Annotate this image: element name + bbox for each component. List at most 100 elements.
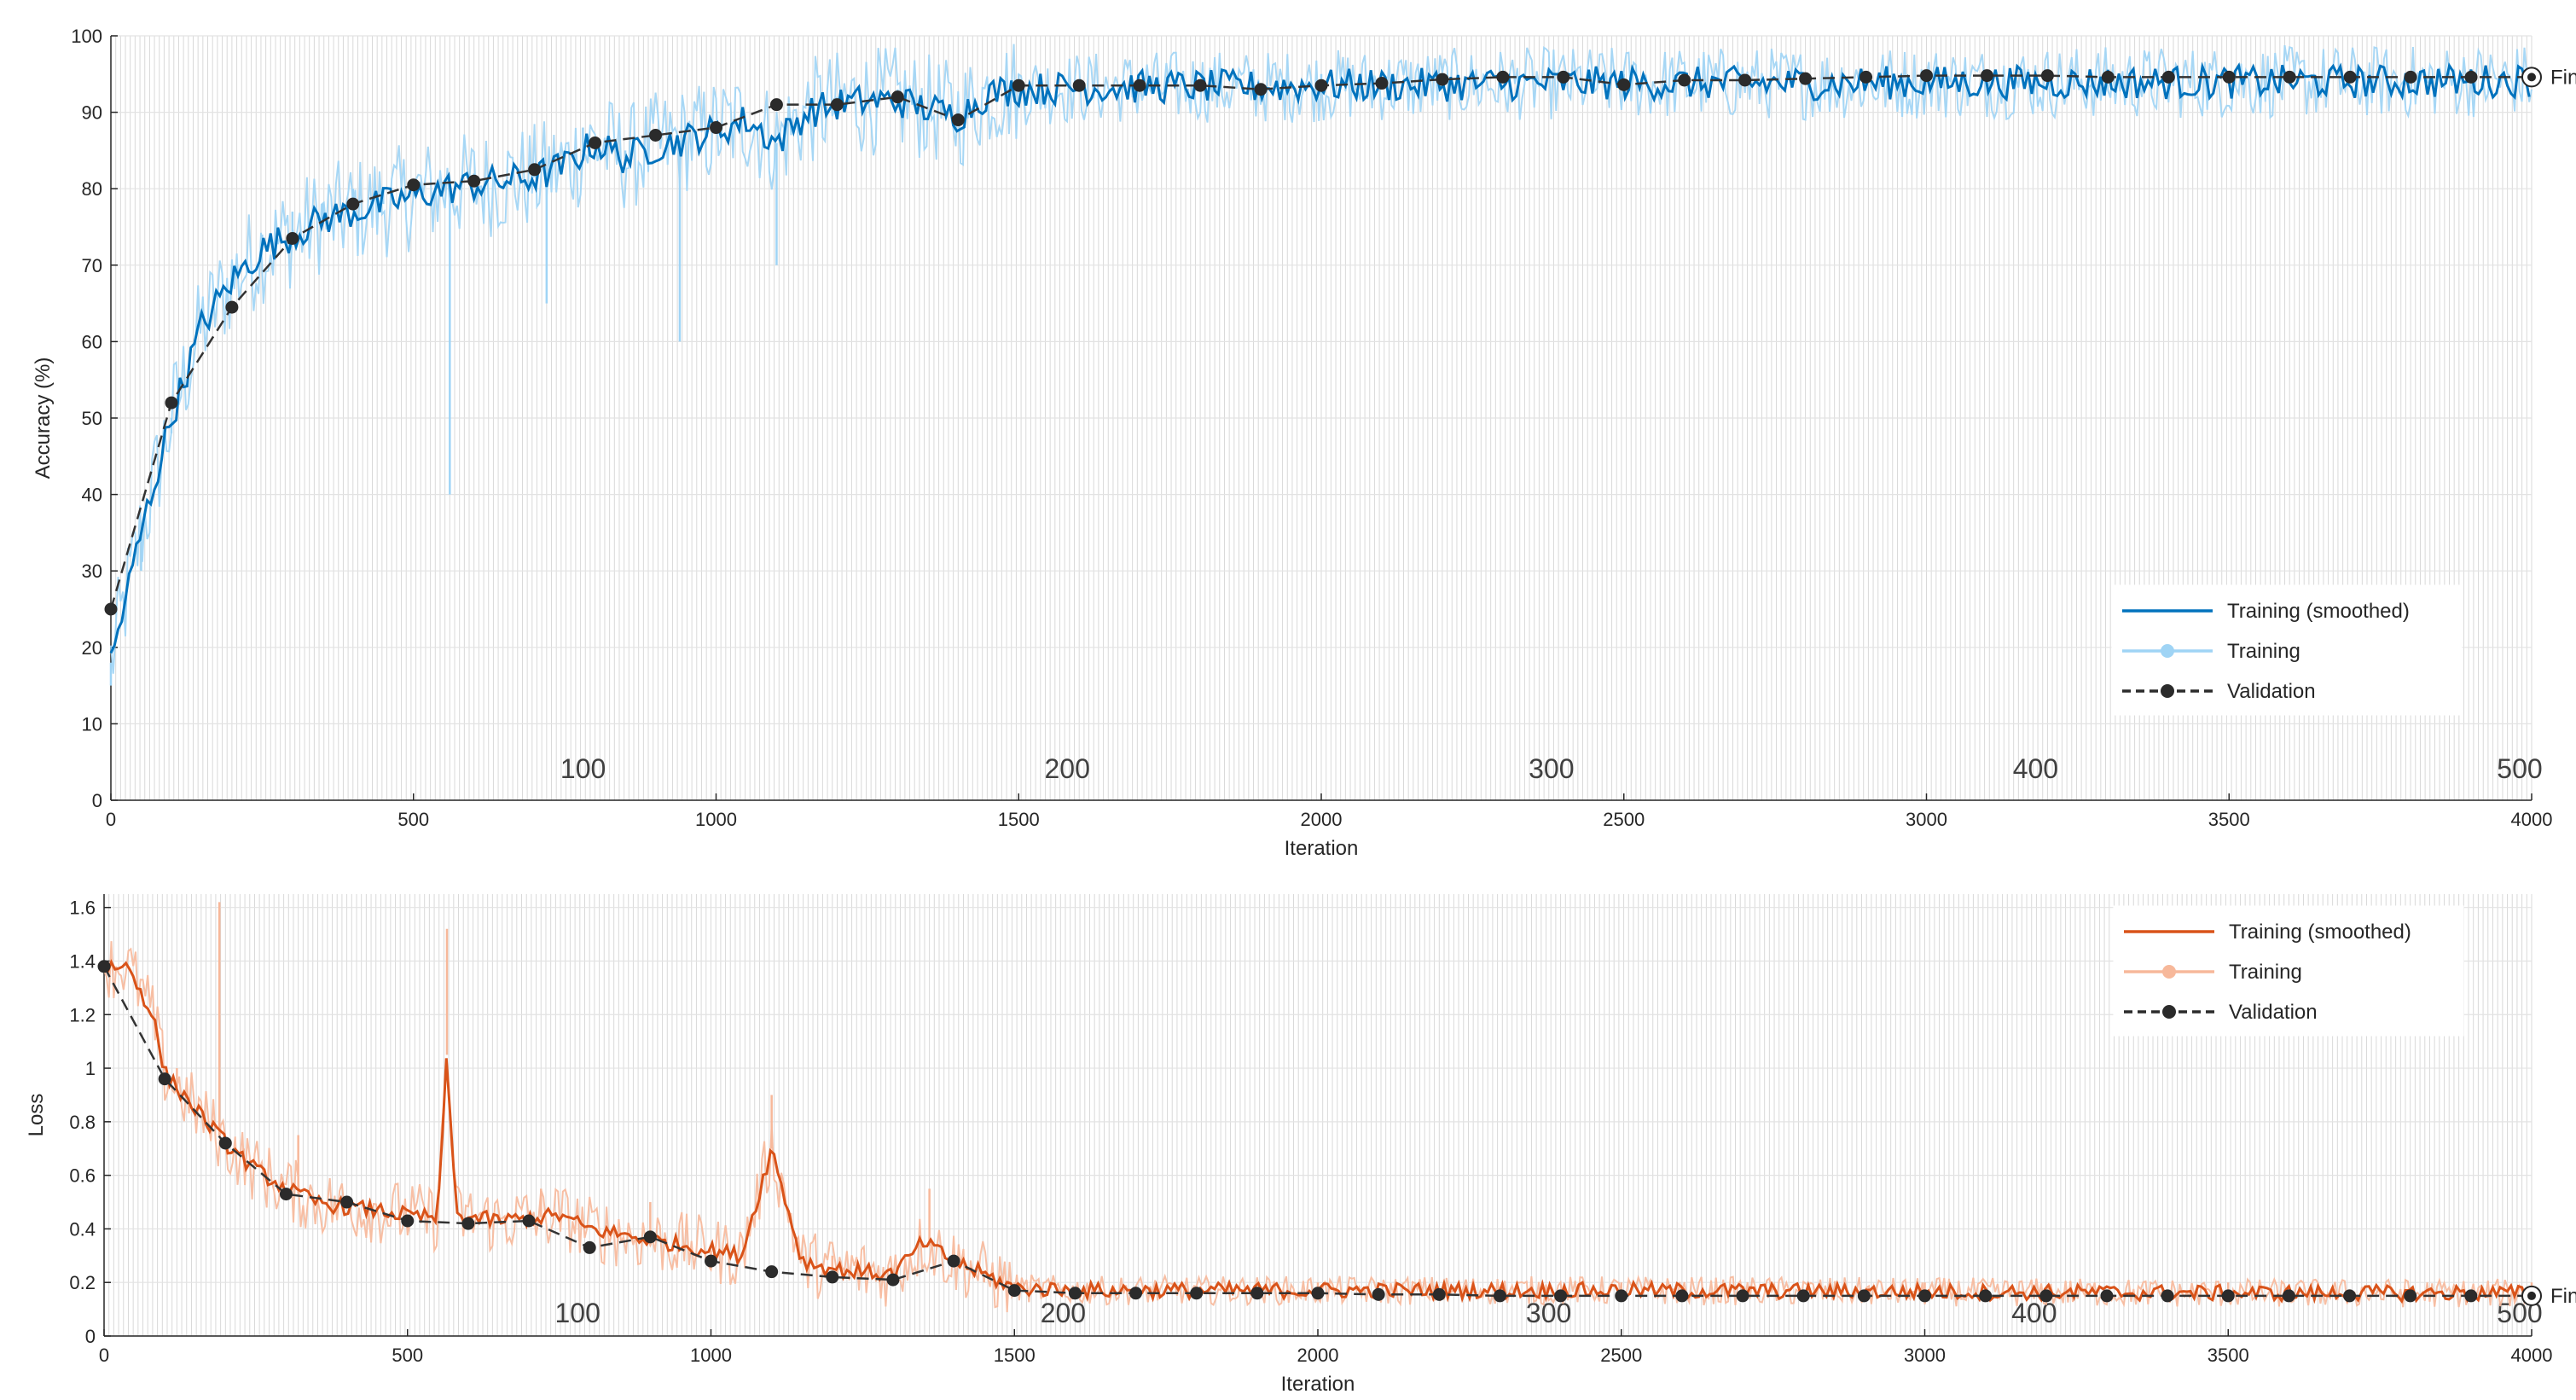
x-tick-label: 2000 bbox=[1301, 809, 1343, 830]
validation-point bbox=[165, 396, 178, 410]
x-tick-label: 1500 bbox=[998, 809, 1040, 830]
validation-point bbox=[1980, 69, 1993, 83]
validation-point bbox=[528, 163, 542, 177]
validation-point bbox=[1193, 78, 1207, 92]
validation-point bbox=[1250, 1287, 1264, 1300]
legend-entry-training-marker bbox=[2162, 965, 2176, 979]
y-tick-label: 0.4 bbox=[69, 1218, 96, 1240]
validation-point bbox=[225, 300, 239, 314]
x-axis-label: Iteration bbox=[1285, 837, 1359, 860]
validation-point bbox=[2100, 1289, 2114, 1303]
legend-entry-validation-marker bbox=[2161, 684, 2174, 698]
y-tick-label: 60 bbox=[82, 331, 102, 352]
validation-point bbox=[279, 1188, 293, 1201]
legend-entry-training-marker bbox=[2161, 644, 2174, 658]
validation-point bbox=[1133, 78, 1146, 92]
y-tick-label: 0.8 bbox=[69, 1112, 96, 1133]
y-tick-label: 40 bbox=[82, 485, 102, 506]
epoch-label: 400 bbox=[2013, 753, 2058, 784]
x-tick-label: 4000 bbox=[2511, 809, 2553, 830]
legend-entry-validation-label: Validation bbox=[2227, 680, 2316, 703]
validation-point bbox=[886, 1273, 900, 1287]
validation-point bbox=[158, 1072, 171, 1086]
x-tick-label: 1500 bbox=[994, 1345, 1036, 1366]
validation-point bbox=[1254, 83, 1268, 96]
x-axis-label: Iteration bbox=[1281, 1373, 1355, 1396]
y-tick-label: 0.6 bbox=[69, 1165, 96, 1187]
validation-point bbox=[2404, 1289, 2417, 1303]
validation-point bbox=[461, 1217, 475, 1230]
x-tick-label: 2500 bbox=[1600, 1345, 1642, 1366]
x-tick-label: 500 bbox=[397, 809, 429, 830]
y-axis-label: Loss bbox=[25, 1094, 48, 1137]
x-tick-label: 3500 bbox=[2208, 1345, 2249, 1366]
validation-point bbox=[2222, 70, 2236, 84]
x-tick-label: 4000 bbox=[2511, 1345, 2553, 1366]
y-tick-label: 0 bbox=[92, 790, 102, 811]
validation-point bbox=[467, 174, 481, 188]
validation-point bbox=[522, 1214, 536, 1228]
y-tick-label: 1.6 bbox=[69, 898, 96, 919]
validation-point bbox=[1615, 1289, 1628, 1303]
x-tick-label: 0 bbox=[106, 809, 116, 830]
validation-point bbox=[765, 1265, 779, 1279]
legend-entry-training-label: Training bbox=[2229, 961, 2302, 984]
validation-point bbox=[2282, 1289, 2295, 1303]
validation-point bbox=[1554, 1289, 1568, 1303]
legend-entry-training-smoothed-label: Training (smoothed) bbox=[2227, 600, 2410, 623]
y-tick-label: 100 bbox=[71, 26, 102, 47]
x-tick-label: 2500 bbox=[1603, 809, 1645, 830]
validation-point bbox=[1859, 70, 1873, 84]
validation-point bbox=[1072, 78, 1086, 92]
y-tick-label: 10 bbox=[82, 713, 102, 735]
validation-point bbox=[2040, 69, 2054, 83]
accuracy-panel: 0 500 1000 1500 2000 2500 3000 3500 4000 0 10 20 30 4… bbox=[32, 26, 2576, 860]
validation-point bbox=[1190, 1287, 1204, 1300]
y-tick-label: 20 bbox=[82, 637, 102, 659]
legend-entry-training-label: Training bbox=[2227, 640, 2300, 663]
validation-point bbox=[947, 1254, 960, 1268]
y-tick-label: 50 bbox=[82, 408, 102, 429]
epoch-label: 100 bbox=[555, 1298, 600, 1328]
validation-point bbox=[1493, 1289, 1506, 1303]
validation-point bbox=[769, 98, 783, 112]
validation-point bbox=[2161, 1289, 2174, 1303]
y-axis-label: Accuracy (%) bbox=[32, 357, 55, 479]
y-tick-label: 30 bbox=[82, 561, 102, 582]
validation-point bbox=[1129, 1287, 1143, 1300]
validation-point bbox=[710, 121, 722, 135]
validation-point bbox=[643, 1230, 657, 1244]
validation-point bbox=[346, 197, 360, 211]
validation-point bbox=[401, 1214, 415, 1228]
epoch-label: 100 bbox=[560, 753, 606, 784]
epoch-label: 200 bbox=[1041, 1298, 1086, 1328]
validation-point bbox=[2343, 1289, 2357, 1303]
x-tick-label: 3000 bbox=[1904, 1345, 1946, 1366]
validation-point bbox=[2404, 70, 2417, 84]
validation-point bbox=[286, 231, 299, 245]
validation-point bbox=[1617, 78, 1631, 91]
validation-point bbox=[1372, 1287, 1385, 1301]
x-tick-label: 1000 bbox=[690, 1345, 732, 1366]
validation-point bbox=[1496, 70, 1510, 84]
epoch-label: 300 bbox=[1526, 1298, 1571, 1328]
validation-point bbox=[218, 1136, 232, 1150]
y-tick-label: 1.4 bbox=[69, 950, 96, 972]
validation-point bbox=[97, 960, 111, 973]
validation-point bbox=[1979, 1289, 1993, 1303]
x-tick-label: 2000 bbox=[1297, 1345, 1339, 1366]
validation-point bbox=[649, 128, 663, 142]
validation-point bbox=[1375, 77, 1389, 90]
validation-point bbox=[1678, 73, 1691, 87]
validation-point bbox=[1068, 1287, 1082, 1300]
validation-point bbox=[407, 178, 421, 192]
validation-point bbox=[2464, 1289, 2478, 1303]
y-tick-label: 0.2 bbox=[69, 1272, 96, 1293]
validation-point bbox=[826, 1270, 839, 1284]
validation-point bbox=[340, 1195, 354, 1209]
validation-point bbox=[2101, 70, 2115, 84]
validation-point bbox=[1918, 1289, 1931, 1303]
validation-point bbox=[2039, 1289, 2053, 1303]
validation-point bbox=[589, 136, 602, 149]
